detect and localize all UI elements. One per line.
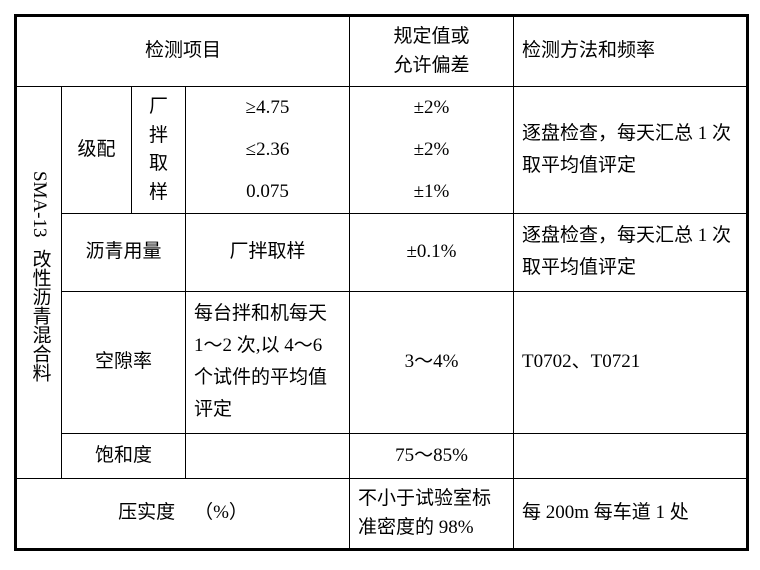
saturation-method [514, 433, 748, 478]
sma-label: SMA-13 [28, 171, 49, 238]
header-row: 检测项目 规定值或 允许偏差 检测方法和频率 [16, 16, 748, 87]
saturation-tol: 75～85% [350, 433, 514, 478]
gradation-label: 级配 [62, 87, 132, 214]
header-tolerance-l2: 允许偏差 [394, 55, 470, 76]
material-label: 改性沥青混合料 [29, 249, 50, 382]
asphalt-spec: 厂拌取样 [186, 214, 350, 292]
header-tolerance: 规定值或 允许偏差 [350, 16, 514, 87]
gradation-sampling: 厂拌 取样 [132, 87, 186, 214]
header-item: 检测项目 [16, 16, 350, 87]
gradation-tol-2: ±1% [350, 171, 514, 214]
side-label: SMA-13 改性沥青混合料 [16, 87, 62, 479]
asphalt-method: 逐盘检查，每天汇总 1 次取平均值评定 [514, 214, 748, 292]
spec-table: 检测项目 规定值或 允许偏差 检测方法和频率 SMA-13改性沥青混合料 级配 … [14, 14, 749, 551]
voids-method: T0702、T0721 [514, 291, 748, 433]
voids-label: 空隙率 [62, 291, 186, 433]
voids-tol: 3～4% [350, 291, 514, 433]
saturation-spec [186, 433, 350, 478]
asphalt-label: 沥青用量 [62, 214, 186, 292]
voids-spec: 每台拌和机每天 1～2 次,以 4～6 个试件的平均值评定 [186, 291, 350, 433]
gradation-size-1: ≤2.36 [186, 129, 350, 171]
saturation-label: 饱和度 [62, 433, 186, 478]
voids-row: 空隙率 每台拌和机每天 1～2 次,以 4～6 个试件的平均值评定 3～4% T… [16, 291, 748, 433]
compaction-row: 压实度 （%） 不小于试验室标准密度的 98% 每 200m 每车道 1 处 [16, 479, 748, 550]
header-method: 检测方法和频率 [514, 16, 748, 87]
gradation-size-0: ≥4.75 [186, 87, 350, 130]
gradation-size-2: 0.075 [186, 171, 350, 214]
gradation-method: 逐盘检查，每天汇总 1 次取平均值评定 [514, 87, 748, 214]
gradation-sampling-l1: 厂拌 [149, 96, 168, 146]
asphalt-tol: ±0.1% [350, 214, 514, 292]
asphalt-row: 沥青用量 厂拌取样 ±0.1% 逐盘检查，每天汇总 1 次取平均值评定 [16, 214, 748, 292]
header-tolerance-l1: 规定值或 [394, 26, 470, 47]
compaction-label: 压实度 （%） [16, 479, 350, 550]
gradation-sampling-l2: 取样 [149, 153, 168, 203]
gradation-tol-0: ±2% [350, 87, 514, 130]
compaction-method: 每 200m 每车道 1 处 [514, 479, 748, 550]
gradation-row-1: SMA-13改性沥青混合料 级配 厂拌 取样 ≥4.75 ±2% 逐盘检查，每天… [16, 87, 748, 130]
saturation-row: 饱和度 75～85% [16, 433, 748, 478]
compaction-tol: 不小于试验室标准密度的 98% [350, 479, 514, 550]
gradation-tol-1: ±2% [350, 129, 514, 171]
